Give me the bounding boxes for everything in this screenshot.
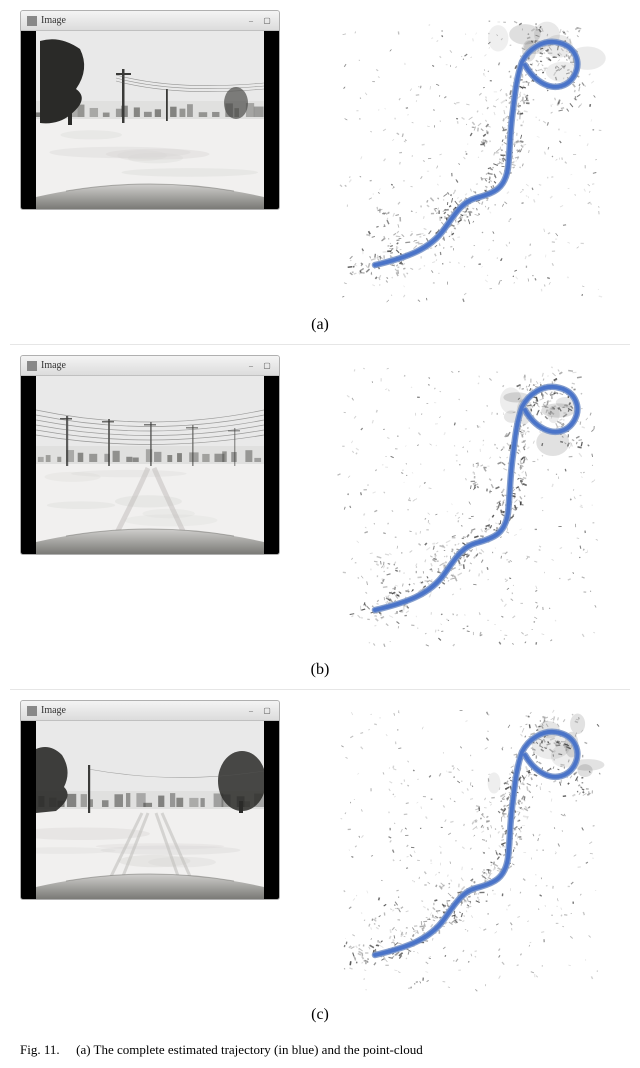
maximize-icon[interactable]: ▢ — [261, 360, 273, 372]
trajectory-map — [320, 10, 620, 310]
camera-window: Image – ▢ — [20, 700, 280, 900]
window-title: Image — [41, 15, 66, 26]
camera-viewport — [21, 31, 279, 209]
camera-viewport — [21, 376, 279, 554]
window-icon — [27, 706, 37, 716]
figure-caption-prefix: Fig. 11. — [20, 1042, 60, 1057]
panel-label: (b) — [20, 661, 620, 679]
minimize-icon[interactable]: – — [245, 360, 257, 372]
panel-label: (c) — [20, 1006, 620, 1024]
panel-label: (a) — [20, 316, 620, 334]
camera-window: Image – ▢ — [20, 10, 280, 210]
figure-caption-body: (a) The complete estimated trajectory (i… — [76, 1042, 423, 1057]
maximize-icon[interactable]: ▢ — [261, 705, 273, 717]
window-icon — [27, 361, 37, 371]
minimize-icon[interactable]: – — [245, 705, 257, 717]
minimize-icon[interactable]: – — [245, 15, 257, 27]
window-titlebar: Image – ▢ — [21, 701, 279, 721]
figure-panel: Image – ▢ (c) — [0, 690, 640, 1024]
figure-panel: Image – ▢ (a) — [0, 0, 640, 334]
figure-panel: Image – ▢ (b) — [0, 345, 640, 679]
maximize-icon[interactable]: ▢ — [261, 15, 273, 27]
window-titlebar: Image – ▢ — [21, 11, 279, 31]
window-title: Image — [41, 705, 66, 716]
camera-viewport — [21, 721, 279, 899]
window-icon — [27, 16, 37, 26]
trajectory-map — [320, 355, 620, 655]
camera-image — [36, 31, 264, 209]
camera-image — [36, 721, 264, 899]
camera-window: Image – ▢ — [20, 355, 280, 555]
window-title: Image — [41, 360, 66, 371]
camera-image — [36, 376, 264, 554]
window-titlebar: Image – ▢ — [21, 356, 279, 376]
trajectory-map — [320, 700, 620, 1000]
